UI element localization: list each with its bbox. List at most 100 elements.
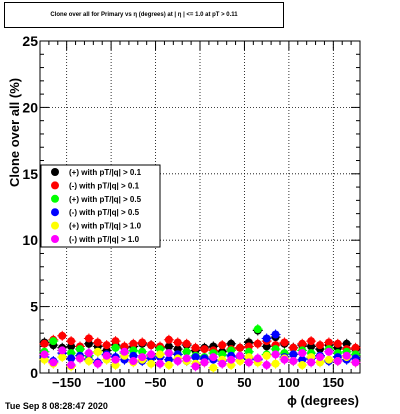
data-point xyxy=(262,334,271,343)
data-point xyxy=(324,338,333,347)
data-point xyxy=(289,350,298,359)
data-point xyxy=(236,351,244,360)
data-point xyxy=(351,358,360,367)
data-point xyxy=(138,338,147,347)
legend-marker xyxy=(51,208,59,217)
data-point xyxy=(164,335,173,344)
data-point xyxy=(289,357,298,366)
data-point xyxy=(58,353,67,362)
data-point xyxy=(200,345,209,354)
data-point xyxy=(111,343,120,352)
title-box: Clone over all for Primary vs η (degrees… xyxy=(4,2,284,28)
data-points xyxy=(40,325,360,372)
data-point xyxy=(182,347,191,356)
x-tick-label: −50 xyxy=(145,375,167,390)
x-tick-label: −100 xyxy=(96,375,125,390)
data-point xyxy=(271,350,280,359)
legend-marker xyxy=(51,235,59,243)
data-point xyxy=(333,357,342,366)
data-point xyxy=(298,339,307,348)
legend-label: (+) with pT/|q| > 0.5 xyxy=(69,195,142,204)
y-tick-label: 15 xyxy=(22,166,38,182)
legend-label: (-) with pT/|q| > 1.0 xyxy=(69,235,140,244)
x-tick-labels: −150 −100 −50 0 50 100 150 xyxy=(52,375,344,390)
data-point xyxy=(218,359,227,368)
legend-marker xyxy=(51,181,59,190)
data-point xyxy=(280,355,289,364)
y-tick-label: 20 xyxy=(22,99,38,115)
y-tick-labels: 0 5 10 15 20 25 xyxy=(22,33,38,381)
data-point xyxy=(271,330,280,339)
data-point xyxy=(76,345,84,354)
x-tick-label: 100 xyxy=(278,375,300,390)
data-point xyxy=(40,339,49,348)
data-point xyxy=(164,342,173,351)
data-point xyxy=(156,359,164,368)
data-point xyxy=(191,343,200,352)
data-point xyxy=(200,358,209,367)
data-point xyxy=(209,353,218,362)
data-point xyxy=(93,338,102,347)
legend-label: (+) with pT/|q| > 1.0 xyxy=(69,222,142,231)
data-point xyxy=(173,357,182,366)
data-point xyxy=(120,347,129,356)
data-point xyxy=(307,358,316,367)
legend: (+) with pT/|q| > 0.1 (-) with pT/|q| > 0… xyxy=(40,164,161,248)
data-point xyxy=(298,361,307,370)
data-point xyxy=(316,353,324,362)
data-point xyxy=(67,354,76,363)
data-point xyxy=(236,343,244,352)
data-point xyxy=(93,347,102,356)
data-point xyxy=(49,337,58,346)
data-point xyxy=(58,331,67,340)
data-point xyxy=(253,354,262,363)
data-point xyxy=(191,353,200,362)
data-point xyxy=(253,325,262,334)
legend-box xyxy=(40,164,161,248)
y-tick-label: 5 xyxy=(30,299,38,315)
data-point xyxy=(191,362,200,371)
x-tick-label: 0 xyxy=(196,375,203,390)
data-point xyxy=(129,357,138,366)
data-point xyxy=(129,339,138,348)
data-point xyxy=(93,359,102,368)
y-axis-label: Clone over all (%) xyxy=(7,78,22,187)
legend-marker xyxy=(51,221,59,230)
legend-label: (-) with pT/|q| > 0.5 xyxy=(69,208,140,217)
data-point xyxy=(227,355,236,364)
data-point xyxy=(111,355,120,364)
data-point xyxy=(164,361,173,370)
data-point xyxy=(324,347,333,356)
legend-marker xyxy=(51,168,59,176)
data-point xyxy=(182,339,191,348)
data-point xyxy=(67,361,76,370)
data-point xyxy=(173,338,182,347)
data-point xyxy=(84,334,93,343)
data-point xyxy=(164,349,173,358)
data-point xyxy=(76,354,84,363)
data-point xyxy=(244,358,253,367)
data-point xyxy=(84,357,93,366)
data-point xyxy=(289,343,298,352)
data-point xyxy=(147,359,156,368)
data-point xyxy=(182,354,191,363)
data-point xyxy=(102,351,111,360)
data-point xyxy=(316,341,324,350)
data-point xyxy=(209,363,218,372)
data-point xyxy=(262,351,271,360)
x-tick-label: 50 xyxy=(237,375,251,390)
timestamp: Tue Sep 8 08:28:47 2020 xyxy=(5,401,108,411)
data-point xyxy=(262,361,271,370)
data-point xyxy=(156,350,164,359)
data-point xyxy=(253,339,262,348)
x-tick-label: 150 xyxy=(322,375,344,390)
ticks xyxy=(39,40,361,374)
x-axis-label: ϕ (degrees) xyxy=(287,393,359,408)
data-point xyxy=(218,341,227,350)
data-point xyxy=(298,349,307,358)
data-point xyxy=(333,339,342,348)
legend-marker xyxy=(51,194,59,203)
data-point xyxy=(49,358,58,367)
data-point xyxy=(351,343,360,352)
